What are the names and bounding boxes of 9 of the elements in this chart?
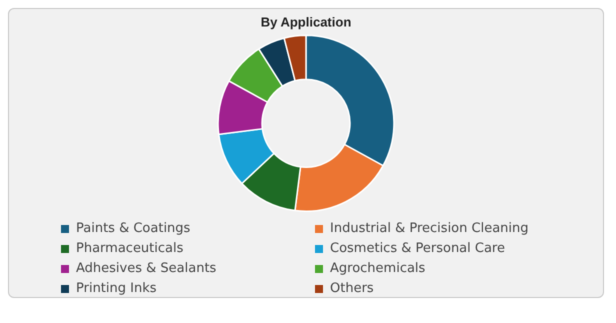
legend-label: Industrial & Precision Cleaning bbox=[330, 221, 529, 236]
legend-label: Adhesives & Sealants bbox=[76, 261, 216, 276]
legend-label: Others bbox=[330, 281, 374, 296]
legend-label: Cosmetics & Personal Care bbox=[330, 241, 505, 256]
legend-label: Agrochemicals bbox=[330, 261, 426, 276]
legend-label: Printing Inks bbox=[76, 281, 157, 296]
chart-title: By Application bbox=[260, 14, 352, 30]
legend-label: Pharmaceuticals bbox=[76, 241, 184, 256]
legend-label: Paints & Coatings bbox=[76, 221, 190, 236]
